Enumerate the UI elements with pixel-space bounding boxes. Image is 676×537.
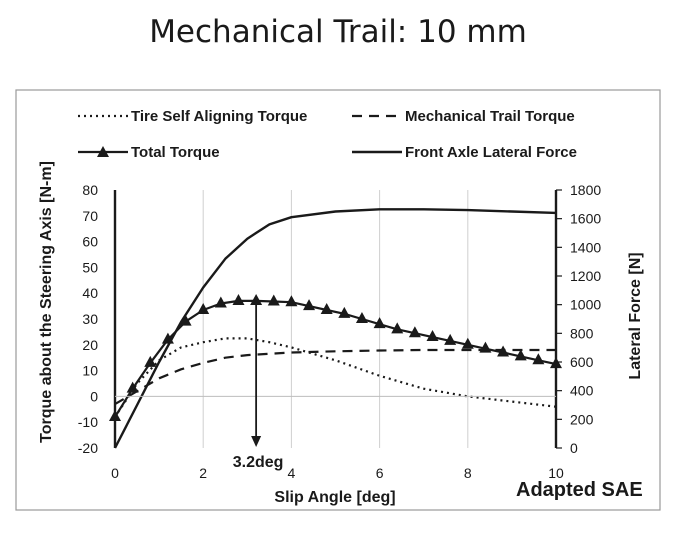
tick-labels: 0 2 4 6 8 10-20-10010203040506070800200400600…: [78, 182, 602, 481]
data-point-total-torque: [514, 349, 527, 361]
y2-tick-label: 200: [570, 411, 594, 427]
data-point-total-torque: [391, 322, 404, 334]
y-tick-label: -10: [78, 414, 98, 430]
x-tick-label: 10: [548, 465, 564, 481]
data-point-total-torque: [355, 312, 368, 323]
y-tick-label: 20: [82, 337, 98, 353]
y-tick-label: 60: [82, 234, 98, 250]
y-tick-label: 0: [90, 388, 98, 404]
data-point-total-torque: [461, 337, 474, 349]
data-point-total-torque: [444, 333, 457, 345]
data-point-total-torque: [250, 293, 263, 305]
annotation-arrow-head: [251, 436, 262, 447]
data-point-total-torque: [214, 296, 227, 308]
axes: [113, 190, 558, 448]
series-layer: [109, 208, 562, 449]
series-line-front-axle-lateral-force: [113, 208, 557, 449]
data-point-total-torque: [497, 345, 510, 357]
chart-frame: [15, 89, 661, 511]
annotation: 3.2deg: [233, 302, 284, 471]
legend: Tire Self Aligning Torque Mechanical Tra…: [78, 108, 577, 161]
data-point-total-torque: [373, 317, 386, 329]
y-tick-label: 30: [82, 311, 98, 327]
data-point-total-torque: [426, 330, 439, 342]
x-tick-label: 6: [376, 465, 384, 481]
data-point-total-torque: [285, 295, 298, 307]
y2-tick-label: 1000: [570, 297, 601, 313]
y2-tick-label: 600: [570, 354, 594, 370]
y2-tick-label: 1800: [570, 182, 601, 198]
data-point-total-torque: [267, 294, 280, 306]
annotation-label: 3.2deg: [233, 454, 284, 471]
y2-axis-label: Lateral Force [N]: [627, 252, 644, 379]
y2-tick-label: 1600: [570, 211, 601, 227]
data-point-total-torque: [408, 326, 421, 338]
data-point-total-torque: [179, 314, 192, 326]
x-tick-label: 8: [464, 465, 472, 481]
legend-label-mech-trail: Mechanical Trail Torque: [405, 108, 575, 125]
data-point-total-torque: [320, 302, 333, 314]
legend-label-lateral-force: Front Axle Lateral Force: [405, 144, 577, 161]
y-tick-label: 70: [82, 208, 98, 224]
x-tick-label: 0: [111, 465, 119, 481]
y2-tick-label: 400: [570, 383, 594, 399]
x-axis-label: Slip Angle [deg]: [274, 489, 395, 506]
y-tick-label: -20: [78, 440, 98, 456]
data-point-total-torque: [232, 293, 245, 305]
y2-tick-label: 0: [570, 440, 578, 456]
data-point-total-torque: [532, 353, 545, 365]
y-tick-label: 10: [82, 363, 98, 379]
data-point-total-torque: [338, 306, 351, 318]
data-point-total-torque: [197, 302, 210, 314]
series-line-mechanical-trail-torque: [114, 348, 556, 406]
y-tick-label: 50: [82, 259, 98, 275]
data-point-total-torque: [126, 381, 139, 393]
y2-tick-label: 1400: [570, 239, 601, 255]
page-title: Mechanical Trail: 10 mm: [149, 14, 527, 50]
y-tick-label: 40: [82, 285, 98, 301]
legend-label-total-torque: Total Torque: [131, 144, 220, 161]
x-tick-label: 2: [199, 465, 207, 481]
source-credit: Adapted SAE: [516, 479, 643, 501]
x-tick-label: 4: [288, 465, 296, 481]
data-point-total-torque: [144, 355, 157, 367]
y2-tick-label: 1200: [570, 268, 601, 284]
data-point-total-torque: [303, 299, 316, 311]
y-axis-label: Torque about the Steering Axis [N-m]: [38, 161, 55, 443]
legend-label-tire-sat: Tire Self Aligning Torque: [131, 108, 307, 125]
y2-tick-label: 800: [570, 325, 594, 341]
legend-marker-total-torque: [97, 146, 109, 157]
y-tick-label: 80: [82, 182, 98, 198]
series-line-tire-self-aligning-torque: [114, 337, 557, 418]
data-point-total-torque: [479, 341, 492, 353]
